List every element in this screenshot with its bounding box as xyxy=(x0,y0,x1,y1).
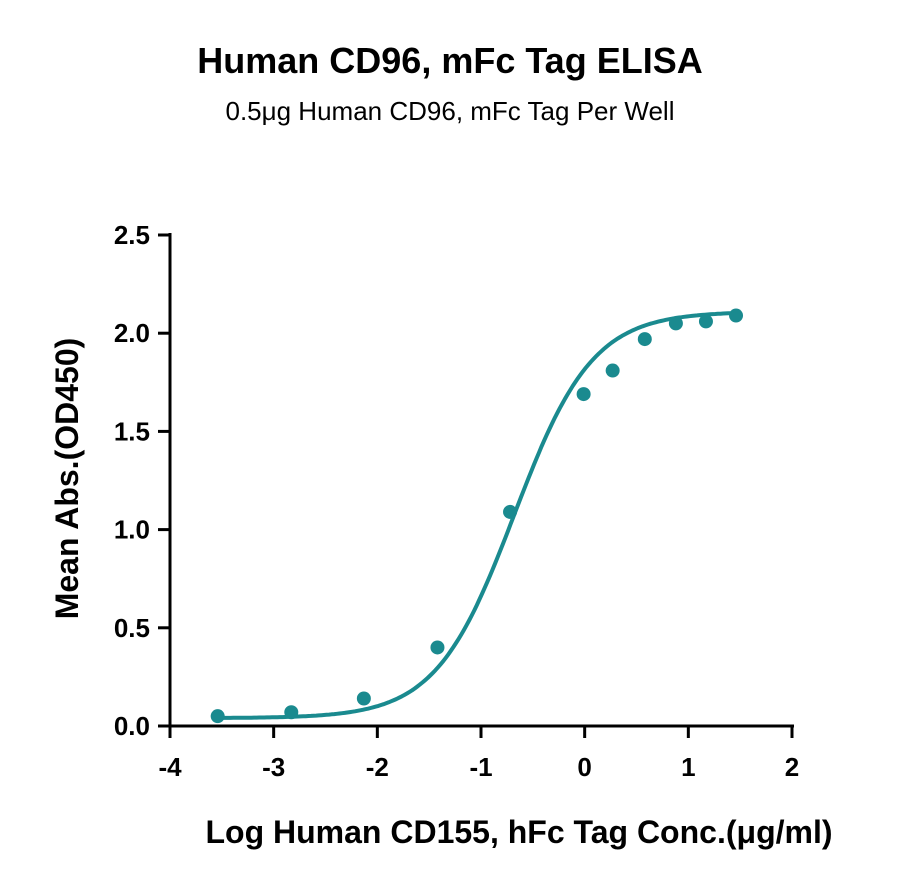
y-tick-label: 1.5 xyxy=(114,416,150,446)
x-axis-title: Log Human CD155, hFc Tag Conc.(μg/ml) xyxy=(205,814,832,850)
data-point xyxy=(284,705,299,720)
x-tick-label: 2 xyxy=(785,752,799,782)
y-tick-label: 2.5 xyxy=(114,220,150,250)
data-point xyxy=(605,363,620,378)
x-tick-label: -3 xyxy=(262,752,285,782)
x-tick-label: 0 xyxy=(577,752,591,782)
data-point xyxy=(356,691,371,706)
y-tick-label: 2.0 xyxy=(114,318,150,348)
y-axis-title: Mean Abs.(OD450) xyxy=(49,338,85,620)
fit-curve xyxy=(215,311,738,720)
axes xyxy=(168,233,794,728)
x-tick-label: -4 xyxy=(158,752,182,782)
ticks: -4 -3 -2 -1 0 1 2 0.0 0.5 1.0 1.5 2.0 2.5 xyxy=(114,220,799,782)
data-point xyxy=(729,308,744,323)
data-point xyxy=(430,640,445,655)
y-tick-label: 0.0 xyxy=(114,711,150,741)
data-point xyxy=(668,316,683,331)
x-tick-label: -2 xyxy=(366,752,389,782)
y-tick-label: 0.5 xyxy=(114,613,150,643)
chart-title: Human CD96, mFc Tag ELISA xyxy=(197,40,703,81)
data-point xyxy=(637,332,652,347)
x-tick-label: -1 xyxy=(469,752,492,782)
data-point xyxy=(503,504,518,519)
data-point xyxy=(698,314,713,329)
chart-subtitle: 0.5μg Human CD96, mFc Tag Per Well xyxy=(225,96,675,126)
data-point xyxy=(210,709,225,724)
data-point xyxy=(576,387,591,402)
fit-curve-group xyxy=(215,311,738,720)
y-tick-label: 1.0 xyxy=(114,515,150,545)
data-points xyxy=(210,308,744,724)
x-tick-label: 1 xyxy=(681,752,695,782)
